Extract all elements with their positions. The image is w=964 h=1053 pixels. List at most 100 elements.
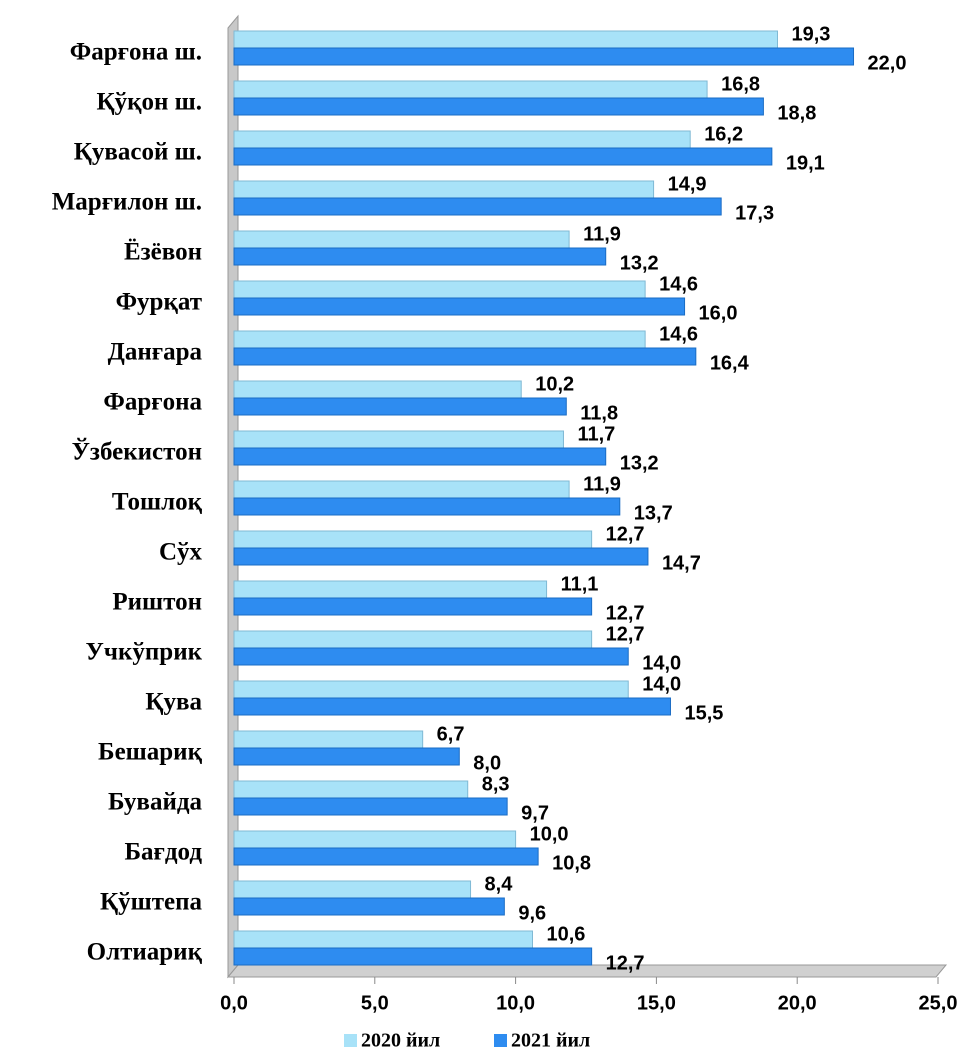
- data-label: 12,7: [606, 623, 645, 645]
- data-label: 15,5: [684, 702, 723, 724]
- x-tick-label: 15,0: [637, 992, 676, 1014]
- bar: [233, 780, 469, 799]
- data-label: 11,9: [583, 473, 621, 495]
- bar: [233, 647, 629, 666]
- bar: [233, 847, 539, 866]
- category-label: Фарғона ш.: [70, 39, 202, 66]
- data-label: 10,2: [535, 373, 574, 395]
- data-label: 11,1: [561, 573, 599, 595]
- x-tick-label: 20,0: [778, 992, 817, 1014]
- data-label: 13,2: [620, 452, 659, 474]
- bar: [233, 247, 607, 266]
- category-label: Қувасой ш.: [74, 139, 202, 166]
- data-label: 8,4: [485, 873, 514, 895]
- data-label: 14,0: [642, 673, 681, 695]
- bar: [233, 280, 646, 299]
- x-tick-label: 25,0: [919, 992, 958, 1014]
- bar: [233, 197, 722, 216]
- bar: [233, 930, 533, 949]
- legend-label: 2021 йил: [511, 1030, 590, 1052]
- category-label: Ёзёвон: [124, 239, 202, 266]
- category-label: Риштон: [112, 589, 202, 616]
- data-label: 8,0: [473, 752, 501, 774]
- bar: [233, 480, 570, 499]
- bar: [233, 797, 508, 816]
- category-label: Қўштепа: [100, 889, 203, 916]
- bar: [233, 30, 778, 49]
- data-label: 11,8: [580, 402, 618, 424]
- x-tick-label: 0,0: [220, 992, 248, 1014]
- category-label: Бешариқ: [98, 739, 203, 766]
- data-label: 19,1: [786, 152, 825, 174]
- data-label: 14,7: [662, 552, 701, 574]
- data-label: 12,7: [606, 523, 645, 545]
- category-label: Бағдод: [125, 839, 203, 866]
- x-tick-label: 10,0: [496, 992, 535, 1014]
- bar: [233, 897, 505, 916]
- bar: [233, 747, 460, 766]
- bar: [233, 947, 593, 966]
- data-label: 16,0: [699, 302, 738, 324]
- bar: [233, 697, 671, 716]
- data-label: 16,8: [721, 73, 760, 95]
- bar: [233, 97, 764, 116]
- data-label: 14,9: [668, 173, 707, 195]
- data-label: 12,7: [606, 952, 645, 974]
- legend-label: 2020 йил: [361, 1030, 440, 1052]
- bar: [233, 447, 607, 466]
- data-label: 16,2: [704, 123, 743, 145]
- bar: [233, 180, 655, 199]
- bar: [233, 297, 686, 316]
- bar: [233, 347, 697, 366]
- bar: [233, 380, 522, 399]
- data-label: 14,0: [642, 652, 681, 674]
- data-label: 8,3: [482, 773, 510, 795]
- data-label: 18,8: [777, 102, 816, 124]
- category-label: Фурқат: [116, 289, 202, 316]
- category-label: Қўқон ш.: [96, 89, 202, 116]
- bar: [233, 230, 570, 249]
- bar: [233, 397, 567, 416]
- bar: [233, 880, 472, 899]
- data-label: 10,0: [530, 823, 569, 845]
- category-label: Қува: [145, 689, 202, 716]
- bar: [233, 497, 621, 516]
- data-label: 22,0: [868, 52, 907, 74]
- data-label: 9,6: [518, 902, 546, 924]
- bar: [233, 130, 691, 149]
- bar: [233, 430, 564, 449]
- bar: [233, 147, 773, 166]
- bar: [233, 830, 517, 849]
- category-label: Марғилон ш.: [52, 189, 202, 216]
- bar: [233, 730, 424, 749]
- data-label: 13,2: [620, 252, 659, 274]
- legend-swatch: [494, 1034, 507, 1047]
- data-label: 10,8: [552, 852, 591, 874]
- data-label: 19,3: [791, 23, 830, 45]
- bar: [233, 597, 593, 616]
- x-tick-label: 5,0: [361, 992, 389, 1014]
- category-label: Ўзбекистон: [72, 438, 202, 466]
- category-label: Учкўприк: [86, 639, 203, 666]
- category-label: Данғара: [108, 339, 203, 366]
- bar: [233, 630, 593, 649]
- category-label: Олтиариқ: [87, 939, 203, 966]
- data-label: 17,3: [735, 202, 774, 224]
- data-label: 14,6: [659, 323, 698, 345]
- floor: [226, 964, 948, 978]
- legend-swatch: [344, 1034, 357, 1047]
- data-label: 9,7: [521, 802, 549, 824]
- category-label: Сўх: [159, 539, 203, 566]
- data-label: 16,4: [710, 352, 750, 374]
- data-label: 10,6: [546, 923, 585, 945]
- data-label: 6,7: [437, 723, 465, 745]
- data-label: 12,7: [606, 602, 645, 624]
- category-label: Тошлоқ: [112, 489, 203, 516]
- category-label: Бувайда: [108, 789, 202, 816]
- bar: [233, 547, 649, 566]
- data-label: 13,7: [634, 502, 673, 524]
- bar: [233, 47, 855, 66]
- bar: [233, 530, 593, 549]
- bar: [233, 80, 708, 99]
